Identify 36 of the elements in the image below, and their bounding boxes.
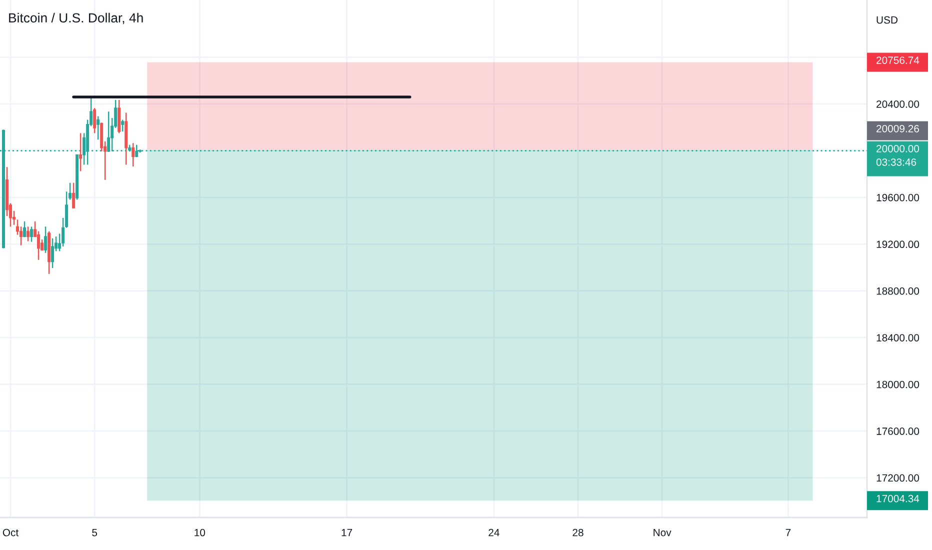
x-tick-label: 28 — [572, 528, 584, 536]
x-tick-label: Nov — [654, 528, 672, 536]
y-tick-label: 18400.00 — [876, 334, 920, 342]
ref-line-label: 20000.00 03:33:46 — [876, 144, 920, 166]
candlestick — [93, 107, 96, 134]
y-tick-label: 19600.00 — [876, 194, 920, 202]
candlestick — [132, 142, 135, 168]
candlestick — [26, 226, 30, 242]
y-tick-label: 18800.00 — [876, 287, 920, 295]
y-tick-label: 20400.00 — [876, 100, 920, 108]
candlestick — [51, 238, 54, 269]
x-tick-label: 7 — [786, 528, 791, 536]
candlestick — [37, 230, 40, 261]
candlestick — [121, 119, 124, 132]
candlestick — [44, 226, 48, 254]
candlestick — [72, 182, 76, 209]
candlestick — [118, 99, 121, 134]
y-tick-label: 17600.00 — [876, 428, 920, 435]
x-tick-label: 5 — [92, 528, 98, 536]
y-axis-title: USD — [876, 16, 898, 24]
candlestick — [23, 220, 26, 238]
y-tick-label: 17200.00 — [876, 474, 920, 482]
candlestick — [107, 110, 110, 152]
text: 20009.26 — [876, 124, 919, 132]
text: 20756.74 — [876, 56, 920, 64]
y-tick-label: 19200.00 — [876, 240, 920, 248]
candlestick — [96, 116, 100, 140]
x-tick-label: 10 — [194, 528, 206, 536]
x-tick-label: 24 — [488, 528, 500, 536]
text: 17004.34 — [876, 494, 920, 502]
y-tick-label: 18000.00 — [876, 380, 920, 388]
candlestick — [79, 132, 82, 172]
x-tick-label: 17 — [342, 528, 352, 536]
text: Bitcoin / U.S. Dollar, 4h — [9, 12, 143, 24]
candlestick — [30, 226, 34, 242]
x-tick-label: Oct — [2, 528, 19, 536]
